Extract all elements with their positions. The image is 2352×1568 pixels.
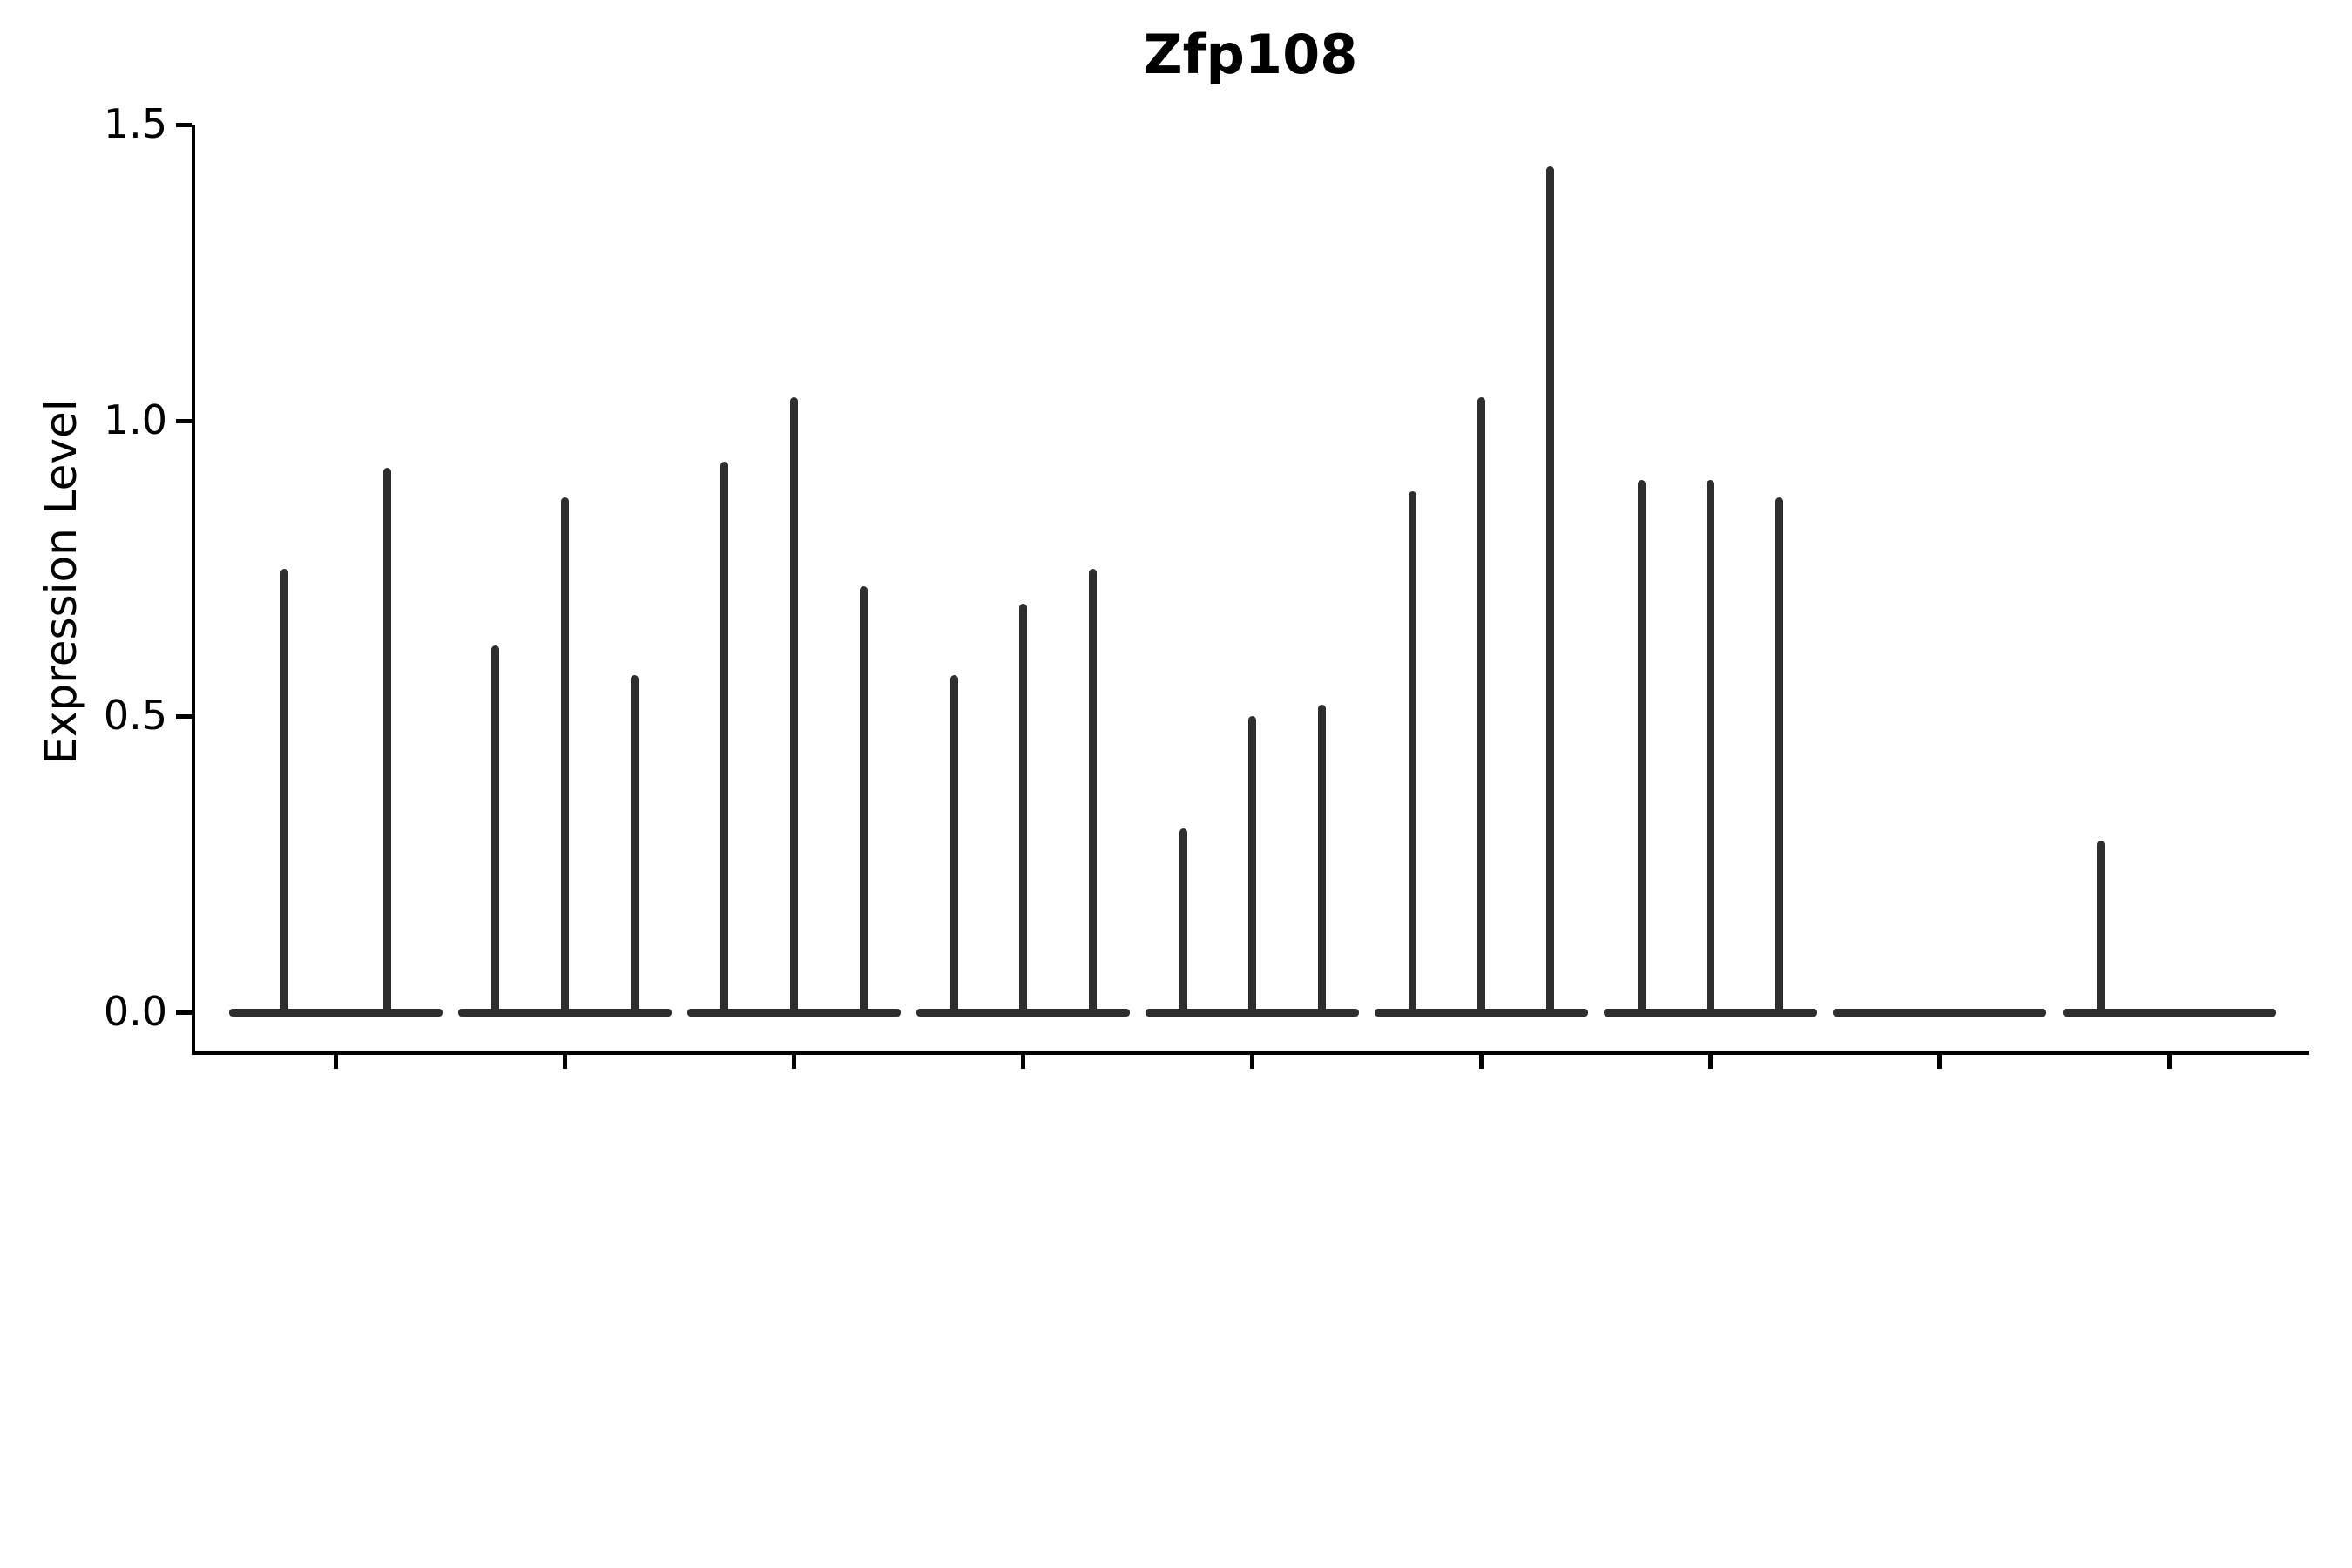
x-tick [1937, 1055, 1943, 1069]
violin-spike [1179, 828, 1187, 1017]
violin-spike [950, 674, 958, 1017]
x-axis-spine [192, 1051, 2309, 1055]
x-tick [562, 1055, 567, 1069]
violin-spike [789, 396, 798, 1017]
violin-spike [1775, 497, 1784, 1017]
violin-spike [2096, 841, 2105, 1017]
x-tick [1020, 1055, 1025, 1069]
violin-spike [1477, 396, 1486, 1017]
violin-spike [1707, 479, 1715, 1017]
violin-spike [382, 468, 391, 1017]
violin-spike [630, 674, 639, 1017]
violin-baseline [2062, 1008, 2276, 1017]
violin-spike [859, 585, 868, 1017]
violin-baseline [228, 1008, 443, 1017]
violin-spike [1088, 568, 1097, 1017]
y-tick-label: 1.0 [103, 395, 167, 443]
x-tick [1250, 1055, 1254, 1069]
y-tick-label: 1.5 [103, 100, 167, 148]
violin-spike [1546, 166, 1555, 1017]
y-tick [176, 418, 192, 423]
x-tick [791, 1055, 796, 1069]
violin-spike [490, 645, 499, 1017]
violin-spike [1409, 491, 1417, 1017]
violin-baseline [1833, 1008, 2047, 1017]
y-tick [176, 123, 192, 128]
violin-spike [1018, 604, 1027, 1017]
violin-spike [1248, 716, 1256, 1017]
y-tick-label: 0.0 [103, 988, 167, 1035]
chart-title: Zfp108 [1143, 23, 1358, 86]
x-tick [1708, 1055, 1713, 1069]
y-tick-label: 0.5 [103, 692, 167, 740]
violin-spike [560, 497, 569, 1017]
y-tick [176, 1010, 192, 1015]
violin-spike [1318, 704, 1326, 1017]
violin-spike [280, 568, 288, 1017]
y-axis-spine [192, 125, 195, 1055]
x-tick [1479, 1055, 1484, 1069]
violin-spike [1638, 479, 1646, 1017]
x-tick [2166, 1055, 2172, 1069]
x-tick [333, 1055, 338, 1069]
violin-spike [720, 462, 728, 1017]
y-tick [176, 714, 192, 720]
